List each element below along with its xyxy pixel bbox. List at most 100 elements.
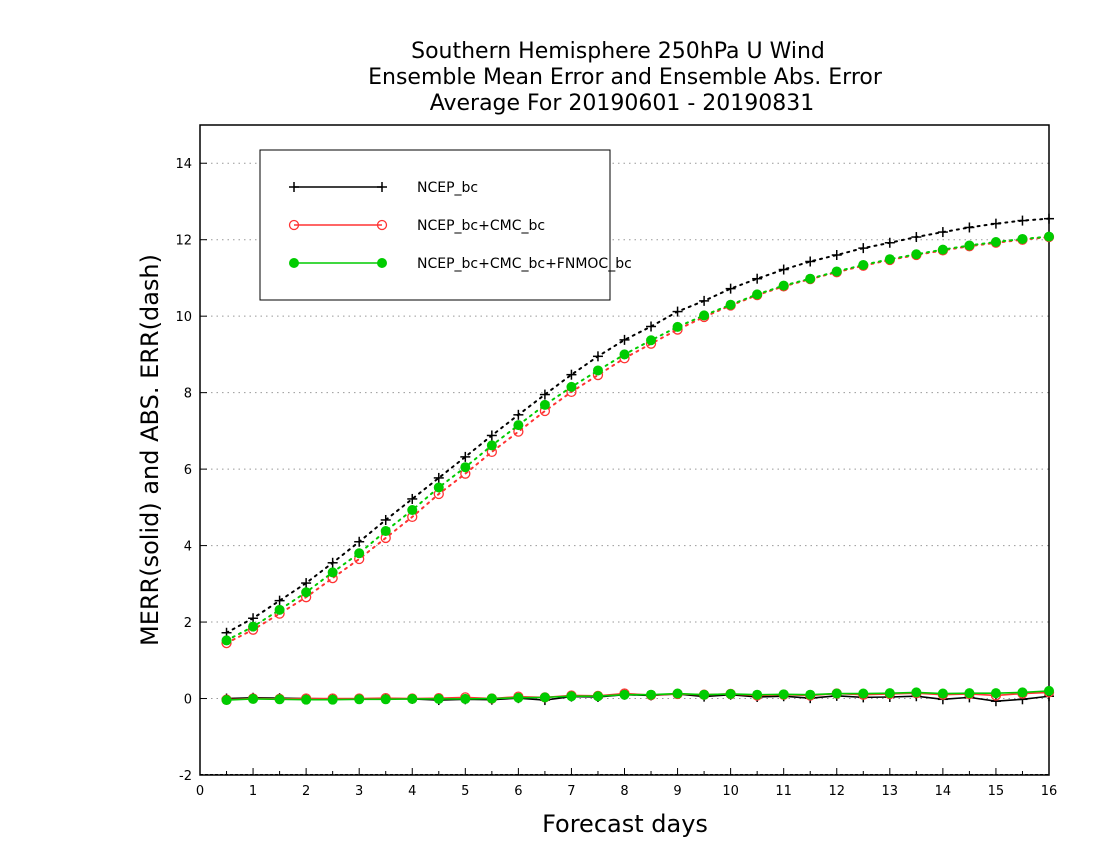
abs-err-point — [248, 613, 259, 624]
y-tick-label: -2 — [179, 769, 192, 784]
merr-point — [911, 687, 922, 698]
legend: NCEP_bc NCEP_bc+CMC_bc NCEP_bc+CMC_bc+FNMO… — [259, 149, 632, 301]
abs-err-point — [911, 232, 922, 243]
abs-err-point — [433, 472, 444, 483]
legend-marker — [377, 258, 387, 268]
y-tick-label: 0 — [184, 693, 192, 708]
merr-point — [513, 692, 524, 703]
abs-err-point — [619, 349, 630, 360]
merr-point — [327, 694, 338, 705]
merr-point — [301, 694, 312, 705]
merr-point — [778, 689, 789, 700]
merr-point — [990, 688, 1001, 699]
x-tick-label: 11 — [775, 784, 792, 799]
x-tick-label: 8 — [620, 784, 628, 799]
x-tick-label: 1 — [249, 784, 257, 799]
abs-err-point — [274, 595, 285, 606]
abs-err-point — [884, 254, 895, 265]
abs-err-point — [778, 280, 789, 291]
legend-label: NCEP_bc+CMC_bc+FNMOC_bc — [417, 256, 632, 272]
abs-err-point — [672, 321, 683, 332]
abs-err-point — [566, 369, 577, 380]
legend-label: NCEP_bc+CMC_bc — [417, 218, 545, 234]
merr-point — [566, 691, 577, 702]
merr-point — [752, 689, 763, 700]
abs-err-point — [486, 430, 497, 441]
x-tick-label: 3 — [355, 784, 363, 799]
merr-point — [486, 693, 497, 704]
y-tick-label: 10 — [175, 310, 192, 325]
abs-err-point — [646, 321, 657, 332]
chart-title-line-2: Ensemble Mean Error and Ensemble Abs. Er… — [368, 65, 883, 90]
merr-point — [699, 689, 710, 700]
merr-point — [619, 689, 630, 700]
x-tick-label: 15 — [988, 784, 1005, 799]
abs-err-point — [566, 381, 577, 392]
abs-err-point — [513, 409, 524, 420]
abs-err-point — [725, 299, 736, 310]
abs-err-point — [380, 526, 391, 537]
merr-point — [274, 694, 285, 705]
abs-err-point — [592, 365, 603, 376]
merr-point — [248, 693, 259, 704]
merr-point — [805, 689, 816, 700]
merr-point — [964, 688, 975, 699]
x-tick-label: 12 — [828, 784, 845, 799]
merr-point — [884, 688, 895, 699]
merr-point — [460, 693, 471, 704]
abs-err-point — [964, 240, 975, 251]
abs-err-point — [327, 567, 338, 578]
abs-err-point — [990, 218, 1001, 229]
legend-item-3: NCEP_bc+CMC_bc+FNMOC_bc — [289, 256, 632, 272]
x-tick-label: 13 — [882, 784, 899, 799]
legend-marker — [289, 182, 299, 192]
merr-point — [539, 692, 550, 703]
abs-err-point — [301, 578, 312, 589]
merr-point — [354, 694, 365, 705]
merr-point — [672, 688, 683, 699]
abs-err-point — [725, 283, 736, 294]
x-tick-label: 9 — [673, 784, 681, 799]
abs-err-point — [354, 548, 365, 559]
y-tick-label: 4 — [184, 540, 192, 555]
abs-err-point — [884, 237, 895, 248]
abs-err-point — [778, 264, 789, 275]
legend-marker — [289, 258, 299, 268]
abs-err-point — [221, 635, 232, 646]
abs-err-point — [752, 289, 763, 300]
abs-err-point — [619, 334, 630, 345]
merr-point — [937, 688, 948, 699]
abs-err-point — [380, 514, 391, 525]
abs-err-point — [539, 389, 550, 400]
abs-err-point — [486, 440, 497, 451]
x-tick-label: 7 — [567, 784, 575, 799]
abs-err-point — [911, 249, 922, 260]
abs-err-point — [1017, 233, 1028, 244]
legend-marker — [377, 182, 387, 192]
merr-point — [433, 693, 444, 704]
abs-err-point — [858, 259, 869, 270]
merr-point — [1044, 685, 1054, 696]
x-tick-label: 0 — [196, 784, 204, 799]
x-tick-label: 4 — [408, 784, 416, 799]
legend-label: NCEP_bc — [417, 180, 478, 196]
y-tick-label: 6 — [184, 463, 192, 478]
legend-item-1: NCEP_bc — [289, 180, 478, 196]
abs-err-point — [672, 306, 683, 317]
abs-err-line — [225, 235, 1050, 642]
abs-err-point — [752, 273, 763, 284]
legend-marker — [288, 219, 300, 231]
abs-err-point — [937, 227, 948, 238]
merr-point — [1017, 687, 1028, 698]
abs-err-point — [805, 273, 816, 284]
abs-err-point — [248, 621, 259, 632]
abs-err-point — [990, 237, 1001, 247]
abs-err-point — [858, 243, 869, 254]
abs-err-point — [407, 493, 418, 504]
legend-marker — [376, 219, 388, 231]
y-tick-label: 8 — [184, 387, 192, 402]
x-tick-label: 16 — [1041, 784, 1058, 799]
merr-point — [592, 691, 603, 702]
